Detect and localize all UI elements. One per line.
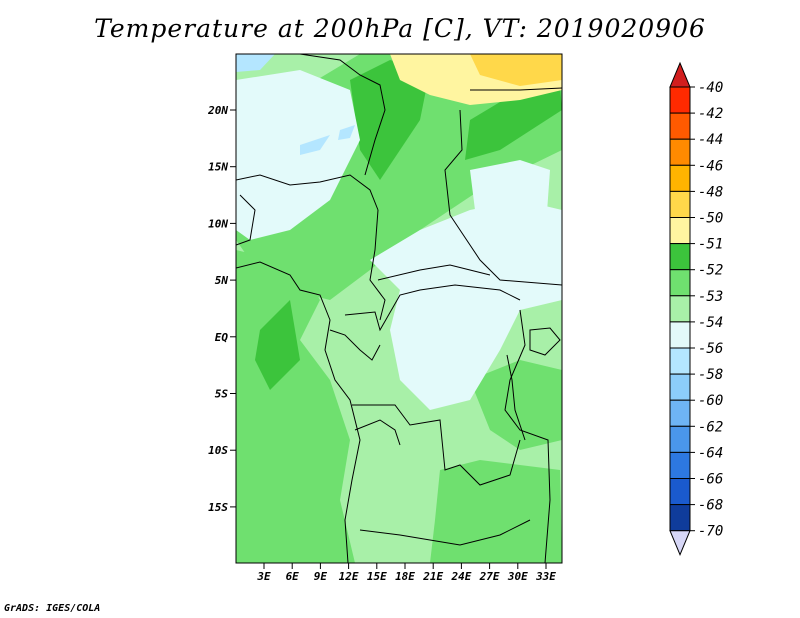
colorbar-swatch xyxy=(669,217,691,245)
border-west-mountain xyxy=(236,194,256,246)
colorbar-swatch xyxy=(669,504,691,532)
field-green-south xyxy=(430,460,562,563)
colorbar-label: -42 xyxy=(698,106,723,122)
colorbar-bottom-arrow xyxy=(669,530,691,557)
colorbar-label: -70 xyxy=(698,524,723,540)
plot-frame xyxy=(235,53,563,564)
colorbar-swatch xyxy=(669,451,691,479)
field-yellow-ne xyxy=(470,54,562,86)
lat-label: EQ xyxy=(215,331,229,344)
colorbar: -40 -42 -44 -46 -48 -50 -51 -52 -53 -54 -56 -58 -60 -… xyxy=(669,61,723,557)
lon-label: 12E xyxy=(339,570,359,583)
colorbar-label: -60 xyxy=(698,393,723,409)
lat-label: 10S xyxy=(208,444,228,457)
grads-credit: GrADS: IGES/COLA xyxy=(4,603,101,614)
border-drc-south xyxy=(352,404,521,486)
colorbar-swatch xyxy=(669,478,691,506)
colorbar-label: -53 xyxy=(698,289,723,305)
colorbar-top-arrow xyxy=(669,61,691,88)
colorbar-label: -68 xyxy=(698,498,723,514)
latitude-axis: 20N 15N 10N 5N EQ 5S 10S 15S xyxy=(207,104,236,514)
colorbar-label: -66 xyxy=(698,472,723,488)
colorbar-label: -62 xyxy=(698,419,723,435)
lon-label: 30E xyxy=(507,570,528,583)
border-sudan xyxy=(444,109,562,286)
colorbar-label: -64 xyxy=(698,445,723,461)
border-car xyxy=(377,264,491,281)
colorbar-label: -44 xyxy=(698,132,723,148)
lon-label: 33E xyxy=(535,570,556,583)
colorbar-label: -52 xyxy=(698,263,723,279)
colorbar-swatch xyxy=(669,190,691,218)
lat-label: 15S xyxy=(208,501,228,514)
colorbar-swatch xyxy=(669,295,691,323)
field-pale-cyan-north xyxy=(236,70,360,240)
field-light-blue-nw xyxy=(236,54,275,72)
lat-label: 15N xyxy=(208,161,228,174)
colorbar-swatch xyxy=(669,138,691,166)
colorbar-label: -56 xyxy=(698,341,723,357)
colorbar-swatch xyxy=(669,321,691,349)
colorbar-label: -54 xyxy=(698,315,723,331)
border-congo xyxy=(344,284,521,332)
colorbar-label: -51 xyxy=(698,237,723,253)
lon-label: 15E xyxy=(367,570,387,583)
field-pale-cyan-east xyxy=(470,160,550,260)
field-dark-green-streak-ne xyxy=(465,85,562,160)
colorbar-swatch xyxy=(669,164,691,192)
border-zambia xyxy=(359,519,531,546)
lon-label: 27E xyxy=(479,570,500,583)
field-dark-green-streak-west xyxy=(255,300,300,390)
lat-label: 5S xyxy=(215,388,229,401)
border-chad-west xyxy=(369,209,386,321)
colorbar-label: -48 xyxy=(698,184,723,200)
border-north xyxy=(299,54,386,176)
lat-label: 20N xyxy=(207,104,228,117)
field-green-southeast xyxy=(470,360,562,450)
border-gabon xyxy=(329,329,381,361)
coastline-west xyxy=(236,261,361,563)
lon-label: 18E xyxy=(395,570,415,583)
field-light-blue-streak-2 xyxy=(338,125,355,140)
border-east xyxy=(504,309,551,563)
border-lake-victoria xyxy=(529,327,561,356)
lat-label: 5N xyxy=(215,274,229,287)
border-ne xyxy=(470,87,562,91)
colorbar-label: -58 xyxy=(698,367,723,383)
colorbar-swatch xyxy=(669,425,691,453)
lat-label: 10N xyxy=(208,217,228,230)
colorbar-swatch xyxy=(669,269,691,297)
colorbar-label: -40 xyxy=(698,80,723,96)
colorbar-swatch xyxy=(669,347,691,375)
colorbar-label: -46 xyxy=(698,158,723,174)
temperature-field xyxy=(236,54,562,563)
longitude-axis: 3E 6E 9E 12E 15E 18E 21E 24E 27E 30E 33E xyxy=(256,563,556,583)
lon-label: 3E xyxy=(256,570,271,583)
border-lake-tanganyika xyxy=(506,354,526,441)
border-sahel xyxy=(236,174,379,211)
colorbar-swatch xyxy=(669,399,691,427)
field-light-blue-streak-1 xyxy=(300,135,330,155)
colorbar-label: -50 xyxy=(698,211,723,227)
colorbar-swatch xyxy=(669,86,691,114)
field-dark-green-streak-north xyxy=(350,60,430,180)
colorbar-swatch xyxy=(669,243,691,271)
country-borders xyxy=(236,54,562,563)
colorbar-swatch xyxy=(669,373,691,401)
lon-label: 6E xyxy=(286,570,300,583)
lon-label: 21E xyxy=(422,570,443,583)
lon-label: 24E xyxy=(450,570,471,583)
map-title: Temperature at 200hPa [C], VT: 201902090… xyxy=(94,14,706,43)
colorbar-swatch xyxy=(669,112,691,140)
border-angola xyxy=(354,419,401,446)
lon-label: 9E xyxy=(314,570,328,583)
